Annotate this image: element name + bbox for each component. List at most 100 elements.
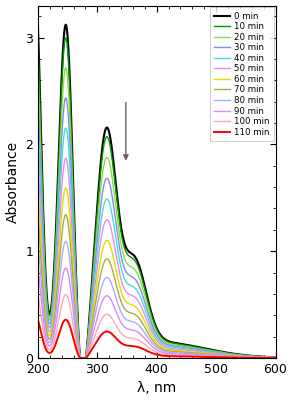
- 50 min: [274, 355, 277, 360]
- 90 min: [224, 354, 227, 359]
- 110 min: [146, 348, 149, 353]
- 20 min: [146, 303, 149, 308]
- Line: 70 min: 70 min: [38, 215, 275, 358]
- 10 min: [152, 320, 156, 324]
- Line: 0 min: 0 min: [38, 24, 275, 358]
- 30 min: [36, 97, 40, 102]
- 100 min: [146, 344, 149, 349]
- 0 min: [267, 354, 271, 359]
- 50 min: [48, 329, 52, 334]
- 60 min: [224, 353, 227, 358]
- 80 min: [146, 334, 149, 339]
- 100 min: [152, 348, 156, 353]
- 70 min: [48, 336, 52, 341]
- 50 min: [267, 355, 271, 360]
- 40 min: [36, 128, 40, 132]
- 10 min: [267, 354, 270, 359]
- Legend: 0 min, 10 min, 20 min, 30 min, 40 min, 50 min, 60 min, 70 min, 80 min, 90 min, 1: 0 min, 10 min, 20 min, 30 min, 40 min, 5…: [210, 7, 274, 141]
- Line: 20 min: 20 min: [38, 68, 275, 358]
- 10 min: [146, 298, 149, 302]
- 60 min: [152, 336, 156, 341]
- 40 min: [48, 325, 52, 330]
- 100 min: [267, 355, 270, 360]
- 70 min: [267, 355, 271, 360]
- 60 min: [274, 355, 277, 360]
- 30 min: [274, 355, 277, 360]
- 70 min: [146, 330, 149, 334]
- 110 min: [64, 317, 67, 322]
- 100 min: [274, 356, 277, 360]
- 90 min: [64, 265, 67, 270]
- 20 min: [274, 355, 277, 360]
- 110 min: [267, 356, 270, 360]
- 0 min: [224, 350, 227, 355]
- 0 min: [78, 356, 82, 360]
- 110 min: [78, 356, 82, 360]
- 90 min: [36, 266, 40, 271]
- 60 min: [64, 186, 67, 190]
- 20 min: [224, 351, 227, 356]
- 90 min: [267, 355, 270, 360]
- 50 min: [146, 319, 149, 324]
- 30 min: [78, 356, 82, 360]
- 70 min: [267, 355, 270, 360]
- 90 min: [146, 339, 149, 344]
- 60 min: [146, 325, 149, 330]
- 70 min: [64, 212, 67, 217]
- 40 min: [146, 314, 149, 319]
- 110 min: [267, 356, 271, 360]
- Line: 100 min: 100 min: [38, 295, 275, 358]
- 10 min: [224, 350, 227, 355]
- 110 min: [152, 351, 156, 356]
- 70 min: [274, 355, 277, 360]
- 60 min: [267, 355, 270, 360]
- 90 min: [152, 346, 156, 350]
- 20 min: [64, 66, 67, 71]
- 90 min: [274, 355, 277, 360]
- Line: 60 min: 60 min: [38, 188, 275, 358]
- 0 min: [48, 311, 52, 316]
- 30 min: [267, 355, 271, 360]
- 50 min: [36, 157, 40, 162]
- 40 min: [267, 355, 270, 360]
- 80 min: [78, 356, 82, 360]
- 90 min: [48, 344, 52, 348]
- 90 min: [267, 355, 271, 360]
- 80 min: [267, 355, 271, 360]
- 10 min: [274, 355, 277, 360]
- 30 min: [267, 355, 270, 360]
- 0 min: [146, 295, 149, 300]
- 110 min: [224, 355, 227, 360]
- 30 min: [146, 308, 149, 313]
- Line: 50 min: 50 min: [38, 158, 275, 358]
- 80 min: [64, 239, 67, 244]
- 60 min: [267, 355, 271, 360]
- 20 min: [78, 356, 82, 360]
- 50 min: [64, 156, 67, 160]
- 100 min: [48, 347, 52, 352]
- Y-axis label: Absorbance: Absorbance: [6, 141, 20, 223]
- 0 min: [36, 25, 40, 30]
- 10 min: [64, 36, 67, 41]
- 70 min: [224, 353, 227, 358]
- Line: 80 min: 80 min: [38, 241, 275, 358]
- 60 min: [36, 187, 40, 192]
- 70 min: [36, 213, 40, 218]
- 0 min: [274, 355, 277, 360]
- 80 min: [152, 342, 156, 347]
- 30 min: [48, 321, 52, 326]
- 20 min: [267, 355, 270, 360]
- Line: 110 min: 110 min: [38, 320, 275, 358]
- 100 min: [224, 354, 227, 359]
- 80 min: [36, 240, 40, 245]
- 50 min: [78, 356, 82, 360]
- 100 min: [267, 355, 271, 360]
- 60 min: [48, 333, 52, 338]
- 80 min: [48, 340, 52, 345]
- 50 min: [152, 333, 156, 338]
- 20 min: [152, 323, 156, 328]
- 0 min: [64, 22, 67, 27]
- 20 min: [36, 68, 40, 73]
- 40 min: [64, 126, 67, 130]
- 70 min: [78, 356, 82, 360]
